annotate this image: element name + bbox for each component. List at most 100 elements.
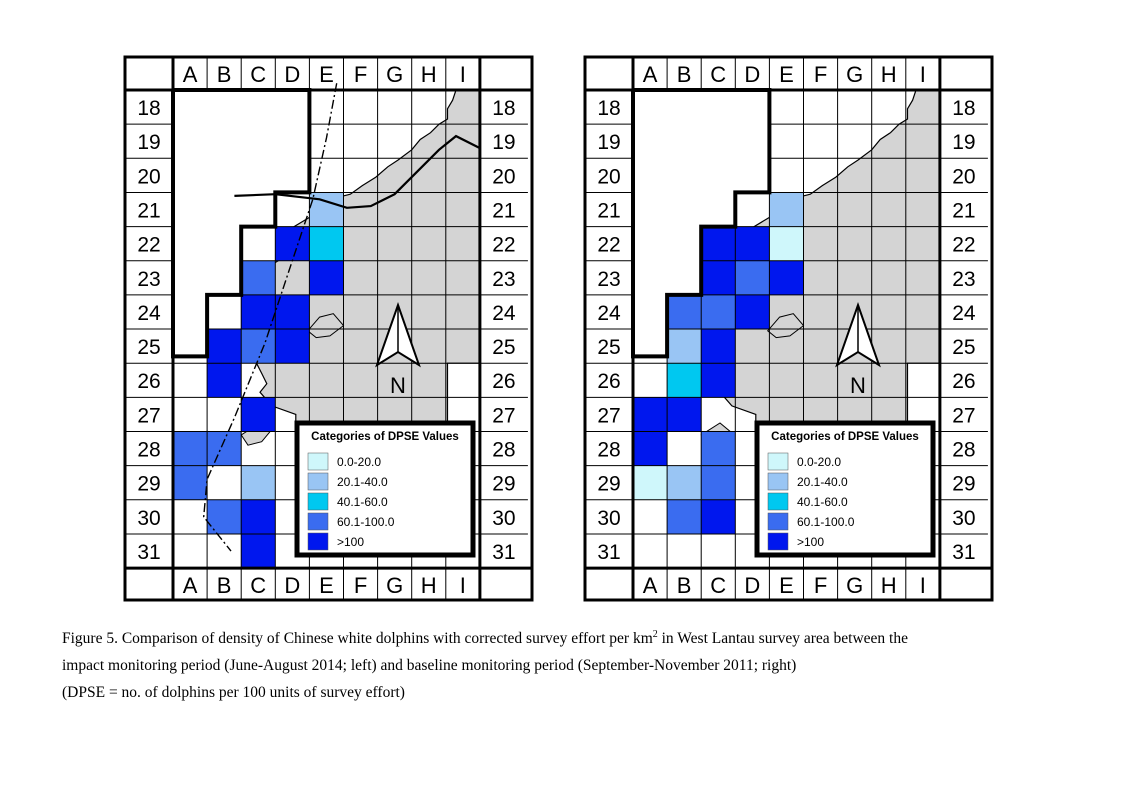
right-north-label: N bbox=[850, 373, 866, 398]
left-row-label-right-29: 29 bbox=[492, 473, 515, 496]
right-row-label-left-20: 20 bbox=[597, 165, 620, 188]
left-row-label-right-30: 30 bbox=[492, 507, 515, 530]
right-col-label-top-D: D bbox=[744, 62, 760, 87]
right-row-label-right-29: 29 bbox=[952, 473, 975, 496]
right-excluded-area bbox=[633, 90, 770, 357]
left-row-label-right-25: 25 bbox=[492, 336, 515, 359]
left-row-label-left-27: 27 bbox=[137, 404, 160, 427]
right-row-label-right-21: 21 bbox=[952, 199, 975, 222]
right-cell-C23 bbox=[701, 260, 736, 295]
right-row-label-right-31: 31 bbox=[952, 541, 975, 564]
right-legend-swatch-5 bbox=[767, 532, 789, 551]
left-row-label-left-29: 29 bbox=[137, 473, 160, 496]
figure-caption: Figure 5. Comparison of density of Chine… bbox=[62, 621, 1102, 706]
left-col-label-bottom-C: C bbox=[250, 573, 266, 598]
left-row-label-left-30: 30 bbox=[137, 507, 160, 530]
right-cell-C30 bbox=[701, 499, 736, 534]
right-cell-B27 bbox=[667, 397, 702, 432]
right-row-label-right-19: 19 bbox=[952, 131, 975, 154]
left-row-label-right-24: 24 bbox=[492, 302, 516, 325]
right-row-label-right-25: 25 bbox=[952, 336, 975, 359]
right-row-label-left-29: 29 bbox=[597, 473, 620, 496]
right-row-label-left-24: 24 bbox=[597, 302, 621, 325]
right-cell-B26 bbox=[667, 363, 702, 398]
left-legend-label-3: 40.1-60.0 bbox=[337, 495, 388, 509]
left-row-label-right-18: 18 bbox=[492, 97, 515, 120]
right-row-label-left-26: 26 bbox=[597, 370, 620, 393]
right-legend-swatch-2 bbox=[767, 472, 789, 491]
right-legend-label-4: 60.1-100.0 bbox=[797, 515, 855, 529]
left-col-label-top-I: I bbox=[460, 62, 466, 87]
left-col-label-bottom-D: D bbox=[284, 573, 300, 598]
right-cell-D23 bbox=[735, 260, 770, 295]
left-row-label-left-28: 28 bbox=[137, 439, 160, 462]
caption-superscript: 2 bbox=[652, 629, 658, 640]
left-legend-label-4: 60.1-100.0 bbox=[337, 515, 395, 529]
right-legend-label-5: >100 bbox=[797, 535, 824, 549]
left-cell-C31 bbox=[241, 533, 276, 569]
right-cell-D22 bbox=[735, 226, 770, 261]
right-cell-C22 bbox=[701, 226, 736, 261]
right-cell-B25 bbox=[667, 329, 702, 364]
right-col-label-bottom-I: I bbox=[920, 573, 926, 598]
right-row-label-left-30: 30 bbox=[597, 507, 620, 530]
left-north-label: N bbox=[390, 373, 406, 398]
left-cell-D24 bbox=[275, 294, 310, 330]
right-outer-frame bbox=[583, 55, 994, 602]
right-cell-C24 bbox=[701, 294, 736, 330]
left-survey-boundary bbox=[171, 88, 312, 359]
left-cell-B30 bbox=[207, 499, 242, 534]
right-col-label-bottom-H: H bbox=[881, 573, 897, 598]
right-cell-C26 bbox=[701, 363, 736, 398]
right-row-label-right-18: 18 bbox=[952, 97, 975, 120]
left-cell-C24 bbox=[241, 294, 276, 330]
right-legend-title: Categories of DPSE Values bbox=[771, 431, 919, 443]
caption-line-1: Figure 5. Comparison of density of Chine… bbox=[62, 621, 1102, 652]
right-cell-D24 bbox=[735, 294, 770, 330]
left-row-label-right-21: 21 bbox=[492, 199, 515, 222]
left-col-label-bottom-B: B bbox=[217, 573, 232, 598]
left-col-label-top-F: F bbox=[354, 62, 367, 87]
left-row-label-right-19: 19 bbox=[492, 131, 515, 154]
left-cell-C25 bbox=[241, 329, 276, 364]
left-row-label-right-20: 20 bbox=[492, 165, 515, 188]
right-cell-C29 bbox=[701, 465, 736, 500]
left-cell-B28 bbox=[207, 431, 242, 466]
left-col-label-top-H: H bbox=[421, 62, 437, 87]
left-row-label-left-26: 26 bbox=[137, 370, 160, 393]
right-cell-E22 bbox=[769, 226, 804, 261]
left-col-label-top-C: C bbox=[250, 62, 266, 87]
left-cell-B26 bbox=[207, 363, 242, 398]
left-cell-D22 bbox=[275, 226, 310, 261]
right-survey-boundary bbox=[631, 88, 772, 359]
caption-line-1-text: Figure 5. Comparison of density of Chine… bbox=[62, 630, 653, 648]
left-legend-swatch-2 bbox=[307, 472, 329, 491]
right-cell-C28 bbox=[701, 431, 736, 466]
right-col-label-bottom-E: E bbox=[779, 573, 794, 598]
left-col-label-bottom-G: G bbox=[386, 573, 403, 598]
left-row-label-left-23: 23 bbox=[137, 268, 160, 291]
left-boundary-dashdot-line bbox=[202, 83, 338, 552]
left-row-label-left-19: 19 bbox=[137, 131, 160, 154]
left-legend-label-2: 20.1-40.0 bbox=[337, 475, 388, 489]
left-cell-C30 bbox=[241, 499, 276, 534]
right-cell-B24 bbox=[667, 294, 702, 330]
left-row-label-left-31: 31 bbox=[137, 541, 160, 564]
left-legend-label-5: >100 bbox=[337, 535, 364, 549]
right-cell-A27 bbox=[633, 397, 668, 432]
left-cell-C27 bbox=[241, 397, 276, 432]
right-legend-label-1: 0.0-20.0 bbox=[797, 455, 841, 469]
right-legend-swatch-3 bbox=[767, 492, 789, 511]
left-cell-C29 bbox=[241, 465, 276, 500]
right-row-label-right-24: 24 bbox=[952, 302, 976, 325]
right-col-label-top-B: B bbox=[677, 62, 692, 87]
left-cell-A28 bbox=[173, 431, 208, 466]
right-col-label-top-F: F bbox=[814, 62, 827, 87]
right-row-label-left-31: 31 bbox=[597, 541, 620, 564]
right-row-label-right-20: 20 bbox=[952, 165, 975, 188]
right-row-label-right-23: 23 bbox=[952, 268, 975, 291]
right-legend-swatch-1 bbox=[767, 452, 789, 471]
left-row-label-right-23: 23 bbox=[492, 268, 515, 291]
